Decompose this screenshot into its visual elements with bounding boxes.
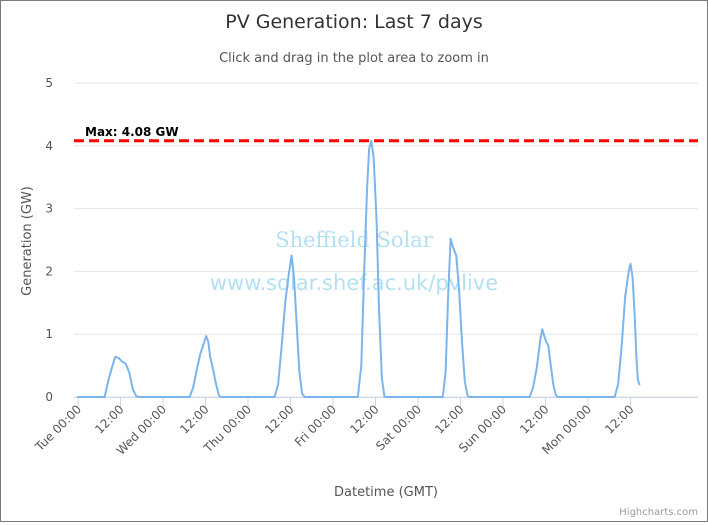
x-tick-label: 12:00 (432, 402, 466, 436)
max-plotline-label: Max: 4.08 GW (85, 125, 179, 139)
y-tick-label: 4 (45, 139, 53, 153)
x-tick-label: Sat 00:00 (373, 402, 424, 453)
x-tick-label: 12:00 (177, 402, 211, 436)
y-tick-label: 1 (45, 327, 53, 341)
x-tick-label: 12:00 (347, 402, 381, 436)
watermark-title: Sheffield Solar (275, 228, 434, 252)
x-tick-label: 12:00 (602, 402, 636, 436)
chart-subtitle: Click and drag in the plot area to zoom … (219, 51, 489, 66)
y-tick-label: 3 (45, 202, 53, 216)
y-axis-ticks: 0 1 2 3 4 5 (45, 76, 53, 404)
y-tick-label: 0 (45, 390, 53, 404)
x-tick-label: 12:00 (92, 402, 126, 436)
x-tick-label: 12:00 (262, 402, 296, 436)
chart-title: PV Generation: Last 7 days (225, 11, 483, 33)
y-axis-title: Generation (GW) (20, 186, 35, 296)
pv-generation-series-line[interactable] (77, 139, 641, 398)
series-layer (77, 139, 641, 398)
x-axis-title: Datetime (GMT) (334, 485, 438, 500)
y-tick-label: 5 (45, 76, 53, 90)
credits-link[interactable]: Highcharts.com (619, 507, 698, 518)
plotline-layer: Max: 4.08 GW (74, 125, 698, 143)
watermark-url: www.solar.shef.ac.uk/pvlive (210, 271, 498, 295)
x-tick-label: Tue 00:00 (32, 402, 84, 454)
x-tick-label: Fri 00:00 (292, 402, 339, 449)
y-tick-label: 2 (45, 264, 53, 278)
x-tick-label: 12:00 (517, 402, 551, 436)
